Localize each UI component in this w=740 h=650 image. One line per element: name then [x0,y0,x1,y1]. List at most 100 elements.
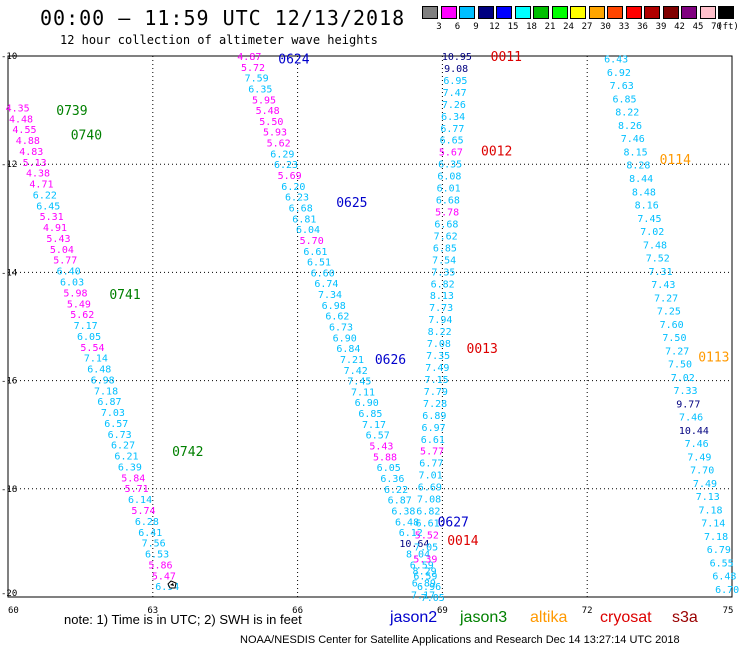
wave-height-value: 6.08 [437,172,461,183]
axis-labels: 60 63 66 69 72 75 -10 -12 -14 -16 -18 -20 [1,52,733,616]
wave-height-value: 7.25 [657,307,681,318]
wave-height-value: 7.17 [362,420,386,431]
wave-height-value: 8.22 [428,327,452,338]
wave-height-value: 7.18 [698,505,722,516]
wave-height-value: 6.68 [434,219,458,230]
legend-swatch [644,6,660,19]
wave-height-value: 7.05 [414,542,438,553]
wave-height-value: 10.64 [399,539,429,550]
wave-height-value: 6.85 [433,243,457,254]
wave-height-value: 7.34 [318,290,342,301]
pass-time-label: 0627 [438,515,469,530]
wave-height-value: 6.97 [422,423,446,434]
legend-swatch [699,6,716,19]
wave-height-value: 7.08 [427,339,451,350]
wave-height-value: 7.13 [696,492,720,503]
lat-tick-label: -14 [1,268,17,278]
legend-swatch [477,6,494,19]
wave-height-value: 7.35 [431,267,455,278]
wave-height-value: 6.23 [285,193,309,204]
wave-height-value: 6.01 [437,184,461,195]
wave-height-value: 7.31 [649,267,673,278]
wave-height-value: 7.05 [421,593,445,604]
wave-height-value: 7.11 [351,387,375,398]
wave-height-value: 6.59 [410,561,434,572]
wave-height-value: 6.35 [248,84,272,95]
wave-height-value: 6.92 [607,68,631,79]
pass-time-label: 0113 [698,350,729,365]
legend-swatch [459,6,475,19]
wave-height-value: 5.62 [70,310,94,321]
wave-height-value: 6.14 [128,495,152,506]
wave-height-value: 5.43 [46,234,70,245]
wave-height-value: 6.68 [289,203,313,214]
jason3-pass-0739-0742: 4.354.484.554.884.835.134.384.716.226.45… [6,103,204,593]
wave-height-value: 7.46 [621,134,645,145]
wave-height-value: 10.44 [679,426,709,437]
legend-label: 6 [454,22,461,32]
wave-height-value: 5.78 [435,208,459,219]
wave-height-value: 6.94 [155,582,179,593]
wave-height-value: 6.57 [104,419,128,430]
wave-height-value: 8.13 [430,291,454,302]
wave-height-value: 7.17 [74,321,98,332]
wave-height-value: 6.79 [707,545,731,556]
wave-height-value: 6.51 [307,258,331,269]
wave-height-value: 7.79 [424,387,448,398]
wave-height-value: 6.48 [712,572,736,583]
wave-height-value: 5.43 [369,442,393,453]
wave-height-value: 6.34 [441,112,465,123]
wave-height-value: 5.69 [278,171,302,182]
wave-height-value: 7.49 [693,479,717,490]
wave-height-value: 5.74 [131,506,155,517]
wave-height-value: 6.77 [440,124,464,135]
legend-label: 30 [600,22,611,32]
wave-height-value: 6.81 [292,214,316,225]
pass-time-label: 0012 [481,145,512,160]
wave-height-value: 6.39 [118,462,142,473]
wave-height-value: 6.28 [135,517,159,528]
wave-height-value: 5.31 [40,212,64,223]
satellite-legend-cryosat: cryosat [600,609,652,626]
wave-height-value: 6.38 [391,506,415,517]
wave-height-value: 8.28 [626,161,650,172]
gridlines [8,56,732,597]
wave-height-value: 4.55 [12,125,36,136]
wave-height-value: 4.91 [43,223,67,234]
wave-height-value: 7.47 [443,88,467,99]
legend-label: 21 [544,22,556,32]
wave-height-value: 6.04 [296,225,320,236]
legend-swatch [514,6,531,19]
pass-time-label: 0741 [109,288,140,303]
wave-height-value: 5.67 [439,148,463,159]
wave-height-value: 6.41 [138,528,162,539]
lat-tick-label: -20 [1,589,17,599]
wave-height-value: 5.62 [267,139,291,150]
lon-tick-label: 60 [8,606,19,616]
wave-height-value: 7.73 [429,303,453,314]
wave-height-value: 5.84 [121,473,145,484]
legend-label: 27 [581,22,593,32]
legend-label: 70 [711,22,722,32]
wave-height-value: 5.50 [259,117,283,128]
lat-tick-label: -12 [1,160,17,170]
satellite-tracks: 4.354.484.554.884.835.134.384.716.226.45… [6,50,740,604]
wave-height-value: 6.70 [715,585,739,596]
wave-height-value: 6.77 [419,459,443,470]
lat-tick-label: -16 [1,377,17,387]
wave-height-value: 7.01 [419,471,443,482]
lon-tick-label: 72 [582,606,593,616]
wave-height-value: 8.16 [635,201,659,212]
wave-height-value: 7.21 [340,355,364,366]
wave-height-value: 5.88 [373,452,397,463]
wave-height-value: 6.90 [355,398,379,409]
map-title: 00:00 – 11:59 UTC 12/13/2018 [40,6,406,30]
wave-height-value: 6.40 [57,267,81,278]
pass-time-label: 0742 [172,445,203,460]
wave-height-value: 7.17 [411,590,435,601]
wave-height-value: 6.05 [77,332,101,343]
wave-height-value: 7.03 [101,408,125,419]
legend-unit: (ft) [717,22,739,32]
lon-tick-label: 63 [147,606,158,616]
pass-time-label: 0626 [375,353,406,368]
